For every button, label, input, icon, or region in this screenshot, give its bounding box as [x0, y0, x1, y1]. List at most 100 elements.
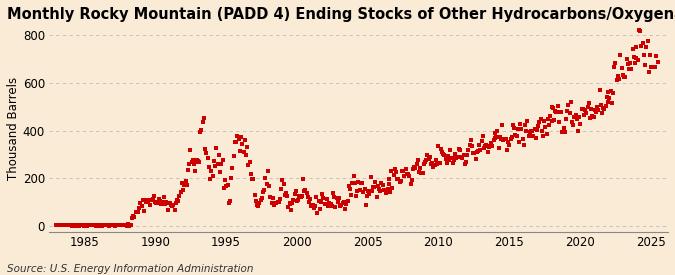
Point	[126, 223, 136, 227]
Point	[119, 223, 130, 227]
Point	[301, 191, 312, 195]
Point	[184, 162, 194, 166]
Point	[323, 204, 333, 208]
Point	[288, 197, 299, 202]
Point	[170, 200, 181, 205]
Point	[206, 168, 217, 173]
Point	[535, 117, 546, 121]
Point	[78, 224, 89, 228]
Point	[403, 172, 414, 176]
Point	[379, 188, 389, 193]
Point	[243, 162, 254, 167]
Point	[627, 46, 638, 51]
Point	[402, 172, 412, 176]
Point	[489, 130, 500, 135]
Point	[338, 200, 349, 204]
Point	[114, 222, 125, 227]
Point	[641, 45, 652, 50]
Point	[53, 223, 64, 227]
Point	[186, 160, 197, 164]
Point	[195, 130, 206, 134]
Point	[52, 223, 63, 227]
Point	[338, 201, 348, 205]
Point	[296, 194, 307, 198]
Point	[628, 54, 639, 59]
Point	[409, 164, 420, 169]
Title: Monthly Rocky Mountain (PADD 4) Ending Stocks of Other Hydrocarbons/Oxygenates: Monthly Rocky Mountain (PADD 4) Ending S…	[7, 7, 675, 22]
Point	[564, 111, 575, 116]
Point	[65, 223, 76, 227]
Point	[340, 207, 350, 212]
Point	[101, 223, 112, 227]
Point	[578, 113, 589, 118]
Point	[281, 191, 292, 195]
Point	[493, 146, 504, 150]
Point	[417, 171, 428, 175]
Point	[460, 159, 471, 164]
Point	[204, 165, 215, 169]
Point	[310, 194, 321, 199]
Point	[451, 155, 462, 160]
Point	[76, 223, 87, 227]
Point	[256, 196, 267, 200]
Point	[293, 198, 304, 202]
Point	[631, 45, 642, 49]
Point	[367, 189, 377, 193]
Point	[374, 186, 385, 191]
Point	[609, 65, 620, 69]
Point	[646, 65, 657, 70]
Point	[90, 223, 101, 228]
Point	[385, 189, 396, 194]
Point	[180, 179, 191, 183]
Point	[389, 167, 400, 171]
Point	[595, 103, 606, 108]
Point	[554, 119, 564, 124]
Point	[132, 210, 142, 214]
Point	[81, 223, 92, 227]
Point	[312, 211, 323, 216]
Point	[237, 141, 248, 146]
Point	[207, 174, 218, 178]
Point	[61, 223, 72, 227]
Point	[159, 202, 170, 206]
Point	[333, 196, 344, 200]
Point	[555, 109, 566, 114]
Point	[404, 174, 414, 178]
Point	[566, 120, 577, 124]
Point	[270, 201, 281, 205]
Point	[398, 169, 408, 174]
Point	[362, 189, 373, 193]
Point	[210, 164, 221, 169]
Point	[581, 111, 592, 115]
Point	[396, 179, 406, 183]
Point	[124, 224, 135, 228]
Point	[344, 184, 354, 189]
Point	[286, 208, 296, 213]
Point	[452, 155, 463, 159]
Point	[370, 180, 381, 184]
Point	[174, 194, 185, 199]
Point	[222, 183, 233, 188]
Point	[640, 62, 651, 67]
Point	[502, 148, 512, 153]
Point	[569, 114, 580, 119]
Point	[517, 137, 528, 141]
Point	[531, 136, 541, 140]
Point	[219, 186, 230, 190]
Point	[278, 182, 289, 186]
Point	[624, 67, 634, 71]
Point	[313, 199, 324, 204]
Point	[572, 117, 583, 121]
Point	[234, 137, 244, 141]
Point	[466, 144, 477, 148]
Point	[486, 141, 497, 145]
Point	[549, 109, 560, 113]
Point	[416, 171, 427, 175]
Point	[537, 129, 547, 133]
Point	[105, 223, 115, 227]
Point	[586, 107, 597, 112]
Point	[266, 200, 277, 205]
Point	[63, 223, 74, 228]
Point	[516, 127, 526, 132]
Point	[215, 170, 225, 174]
